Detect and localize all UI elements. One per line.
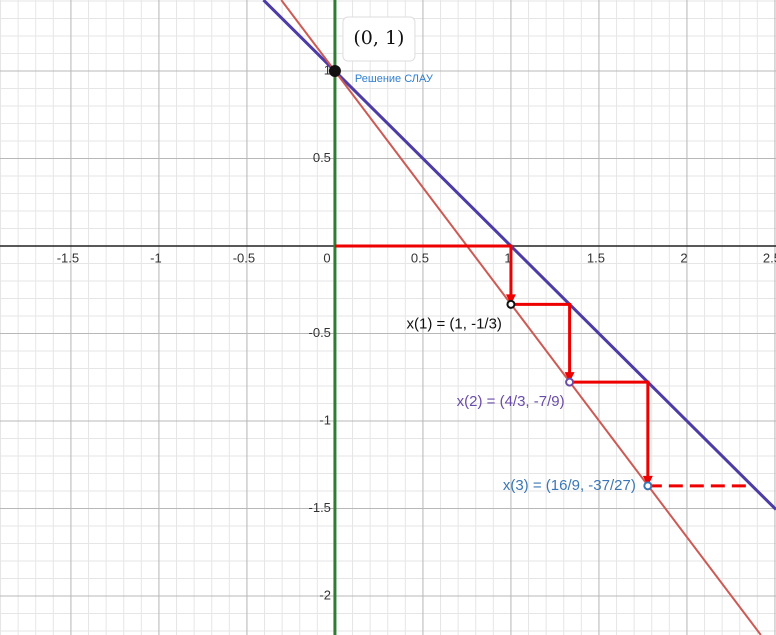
line-series — [262, 0, 776, 511]
x-tick-label: -1.5 — [57, 250, 79, 265]
x-tick-label: 0 — [323, 250, 330, 265]
point-sublabel: Решение СЛАУ — [355, 73, 434, 85]
arrow-head — [642, 475, 653, 486]
y-tick-label: -0.5 — [309, 325, 331, 340]
point-label: (0, 1) — [353, 27, 404, 49]
y-tick-label: 1 — [324, 62, 331, 77]
x-tick-label: 2 — [680, 250, 687, 265]
point — [643, 481, 653, 491]
point-label: x(3) = (16/9, -37/27) — [503, 477, 636, 494]
x-tick-label: 1 — [504, 250, 511, 265]
point — [565, 377, 575, 387]
line-series — [280, 0, 762, 635]
y-tick-label: -1.5 — [309, 500, 331, 515]
x-tick-label: 1.5 — [587, 250, 605, 265]
x-tick-label: 2.5 — [763, 250, 776, 265]
point-label: x(1) = (1, -1/3) — [406, 315, 501, 332]
y-tick-label: 0.5 — [313, 150, 331, 165]
point — [328, 65, 341, 78]
point — [506, 299, 516, 309]
point-label: x(2) = (4/3, -7/9) — [457, 393, 565, 410]
line-series — [334, 244, 650, 486]
x-tick-label: -1 — [150, 250, 162, 265]
label-box — [342, 16, 416, 62]
y-tick-label: -2 — [319, 587, 331, 602]
y-tick-label: -1 — [319, 412, 331, 427]
arrow-head — [505, 294, 516, 305]
x-tick-label: -0.5 — [233, 250, 255, 265]
x-tick-label: 0.5 — [411, 250, 429, 265]
arrow-head — [564, 372, 575, 383]
